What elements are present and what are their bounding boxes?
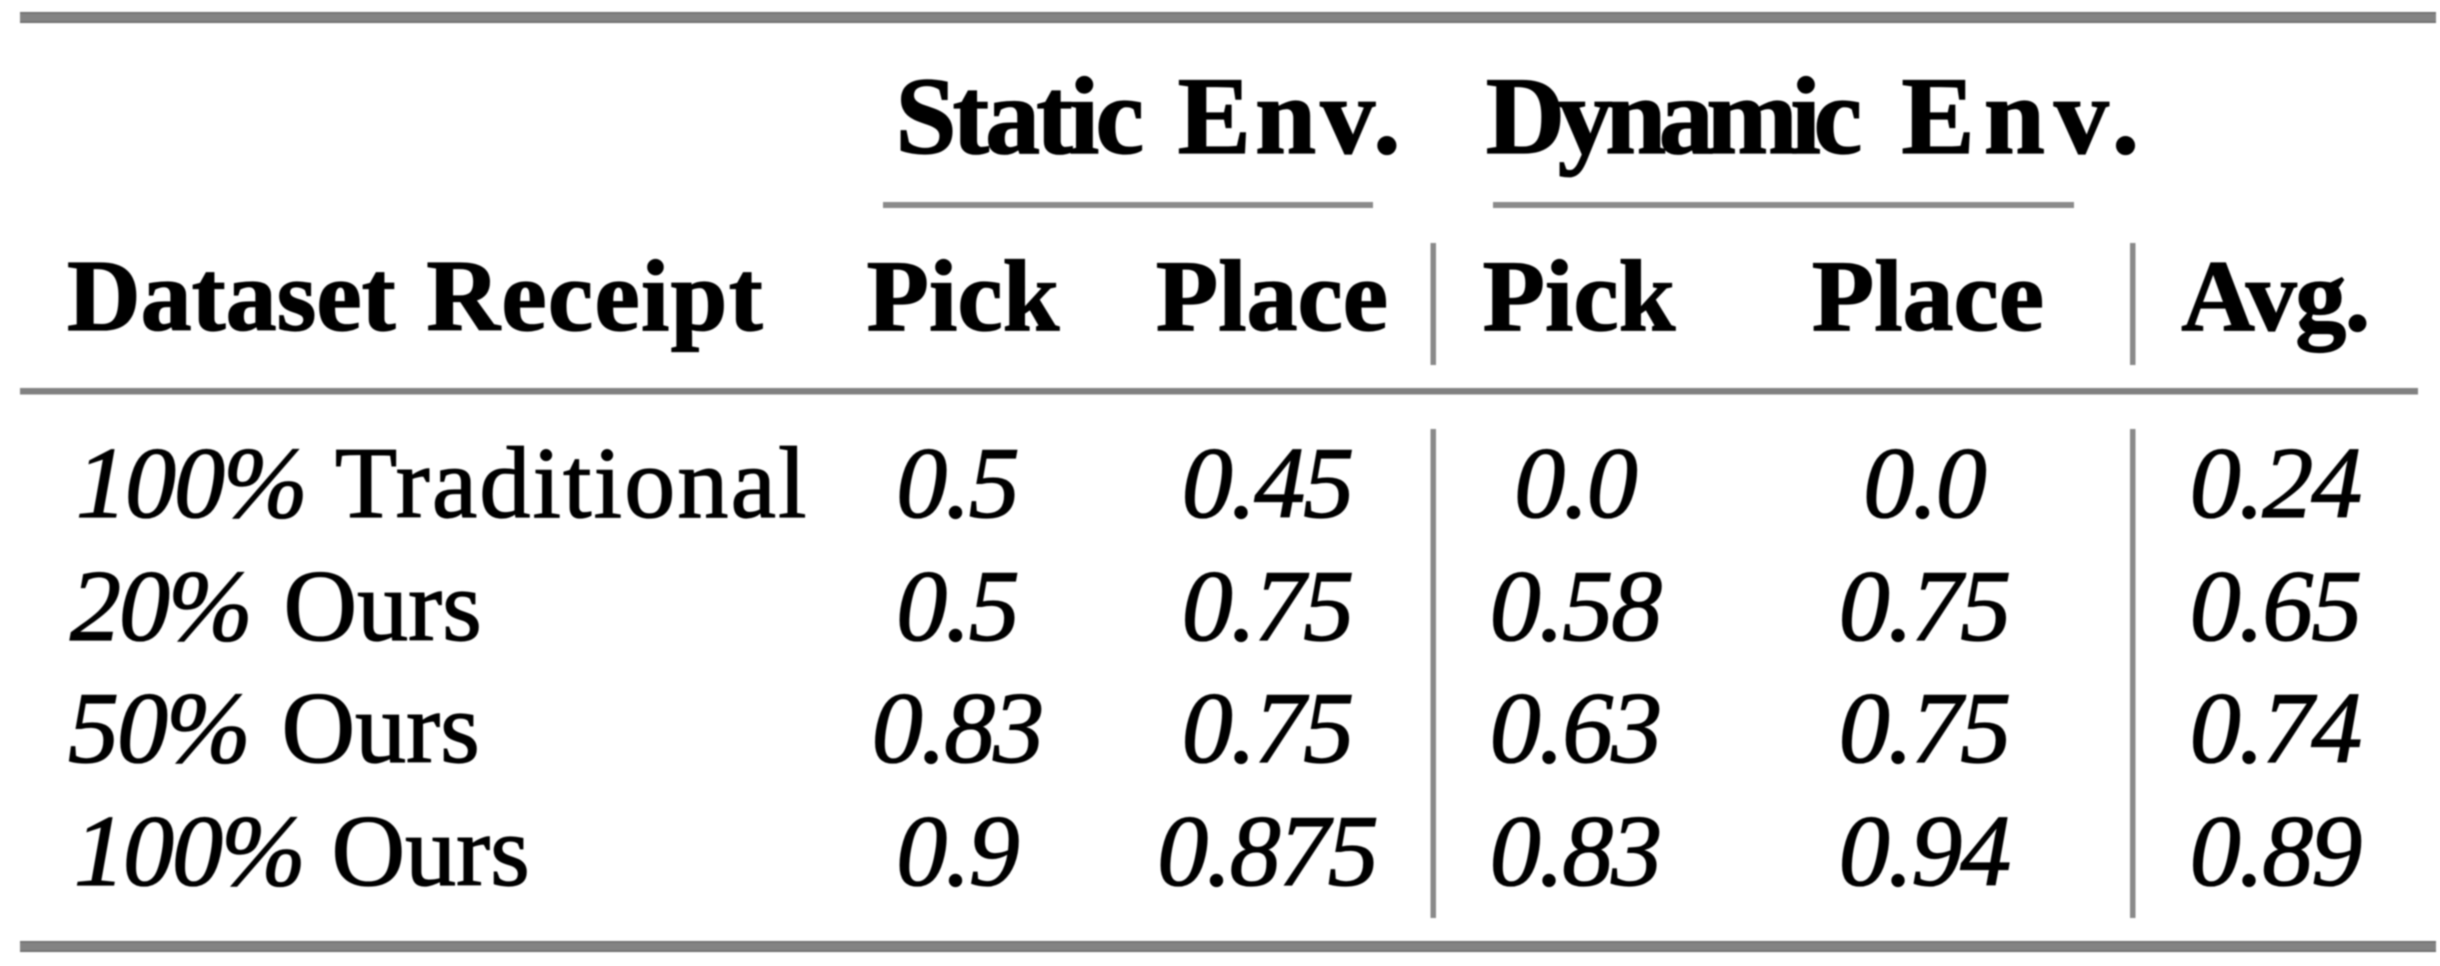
- svg-text:0.65: 0.65: [2190, 550, 2361, 663]
- svg-text:0.0: 0.0: [1863, 427, 1986, 540]
- svg-text:0.94: 0.94: [1839, 795, 2010, 908]
- svg-text:Dataset Receipt: Dataset Receipt: [67, 240, 764, 353]
- svg-text:0.875: 0.875: [1157, 795, 1377, 908]
- svg-text:0.75: 0.75: [1839, 550, 2010, 663]
- svg-text:0.24: 0.24: [2190, 427, 2361, 540]
- svg-text:20% Ours: 20% Ours: [70, 550, 482, 663]
- svg-text:Pick: Pick: [867, 240, 1060, 353]
- svg-text:0.5: 0.5: [896, 427, 1018, 540]
- svg-text:0.89: 0.89: [2190, 795, 2362, 908]
- svg-text:0.75: 0.75: [1182, 550, 1353, 663]
- svg-text:0.45: 0.45: [1182, 427, 1353, 540]
- svg-text:0.75: 0.75: [1182, 672, 1353, 785]
- svg-text:0.5: 0.5: [896, 550, 1018, 663]
- svg-text:100% Traditional: 100% Traditional: [76, 427, 809, 540]
- svg-text:100% Ours: 100% Ours: [74, 795, 530, 908]
- svg-text:0.58: 0.58: [1490, 550, 1662, 663]
- svg-text:0.83: 0.83: [872, 672, 1043, 785]
- svg-text:Dynamic Env.: Dynamic Env.: [1486, 55, 2149, 177]
- svg-text:Static Env.: Static Env.: [895, 55, 1404, 177]
- svg-text:0.83: 0.83: [1490, 795, 1661, 908]
- svg-text:Pick: Pick: [1483, 240, 1676, 353]
- svg-text:0.9: 0.9: [896, 795, 1019, 908]
- svg-text:Avg.: Avg.: [2181, 240, 2369, 353]
- svg-text:0.74: 0.74: [2190, 672, 2361, 785]
- svg-text:Place: Place: [1812, 240, 2044, 353]
- svg-text:0.0: 0.0: [1514, 427, 1637, 540]
- svg-text:0.63: 0.63: [1490, 672, 1661, 785]
- svg-text:0.75: 0.75: [1839, 672, 2010, 785]
- svg-text:50% Ours: 50% Ours: [68, 672, 480, 785]
- svg-text:Place: Place: [1156, 240, 1388, 353]
